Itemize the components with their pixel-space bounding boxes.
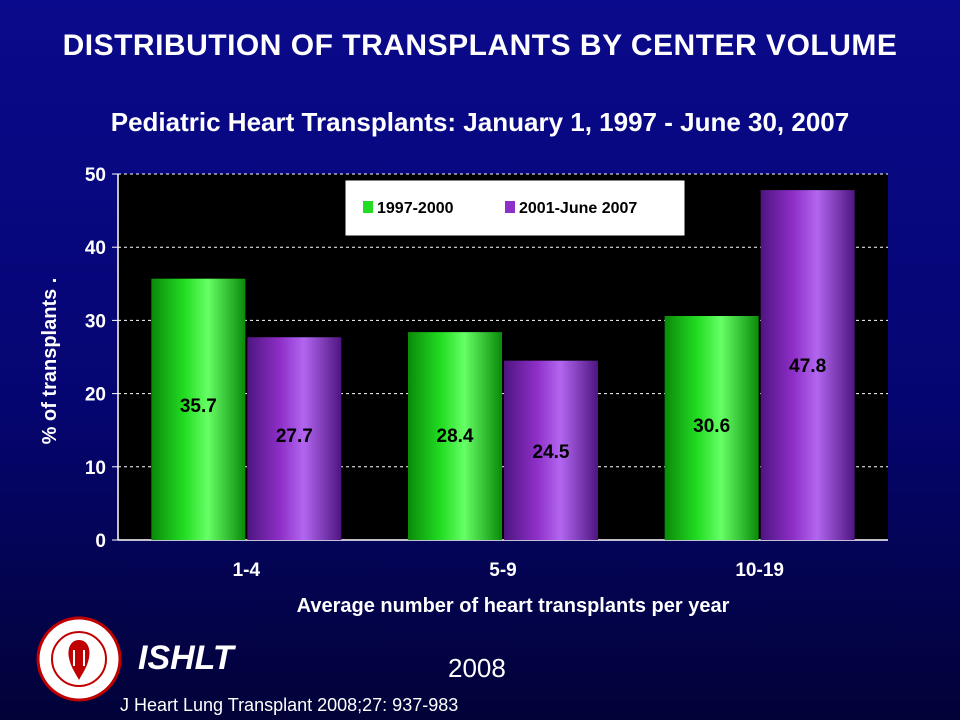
- legend-label: 2001-June 2007: [519, 200, 637, 217]
- bar-2001-june-2007-1-4: [247, 337, 342, 540]
- legend-swatch: [363, 201, 373, 213]
- y-axis-title: % of transplants .: [39, 278, 61, 445]
- legend-label: 1997-2000: [377, 200, 454, 217]
- ishlt-logo: [36, 616, 122, 702]
- bar-chart: 0 10 20 30 40 50 35.7 28.4 30.6 27.7 24.5 47.8 1-4 5-…: [39, 165, 888, 617]
- year-label: 2008: [448, 653, 506, 683]
- legend-swatch: [505, 201, 515, 213]
- data-label: 47.8: [789, 356, 826, 377]
- bar-2001-june-2007-5-9: [504, 360, 598, 540]
- bar-1997-2000-5-9: [408, 332, 502, 540]
- data-label: 27.7: [276, 426, 313, 447]
- y-tick-label: 50: [85, 165, 106, 186]
- data-label: 35.7: [180, 396, 217, 417]
- y-tick-label: 0: [95, 531, 106, 552]
- data-label: 24.5: [533, 442, 570, 463]
- x-tick-label: 10-19: [735, 560, 784, 581]
- y-tick-label: 30: [85, 311, 106, 332]
- x-tick-label: 5-9: [489, 560, 516, 581]
- x-tick-label: 1-4: [233, 560, 261, 581]
- data-label: 30.6: [693, 416, 730, 437]
- citation: J Heart Lung Transplant 2008;27: 937-983: [120, 695, 459, 715]
- bar-2001-june-2007-10-19: [760, 190, 855, 540]
- bar-1997-2000-1-4: [151, 278, 246, 540]
- y-tick-label: 10: [85, 458, 106, 479]
- page-title: DISTRIBUTION OF TRANSPLANTS BY CENTER VO…: [62, 29, 898, 62]
- bar-1997-2000-10-19: [664, 316, 759, 540]
- y-tick-label: 20: [85, 385, 106, 406]
- x-axis-title: Average number of heart transplants per …: [297, 595, 730, 617]
- page-subtitle: Pediatric Heart Transplants: January 1, …: [110, 107, 850, 137]
- organization-label: ISHLT: [138, 639, 234, 677]
- y-tick-label: 40: [85, 238, 106, 259]
- data-label: 28.4: [437, 426, 474, 447]
